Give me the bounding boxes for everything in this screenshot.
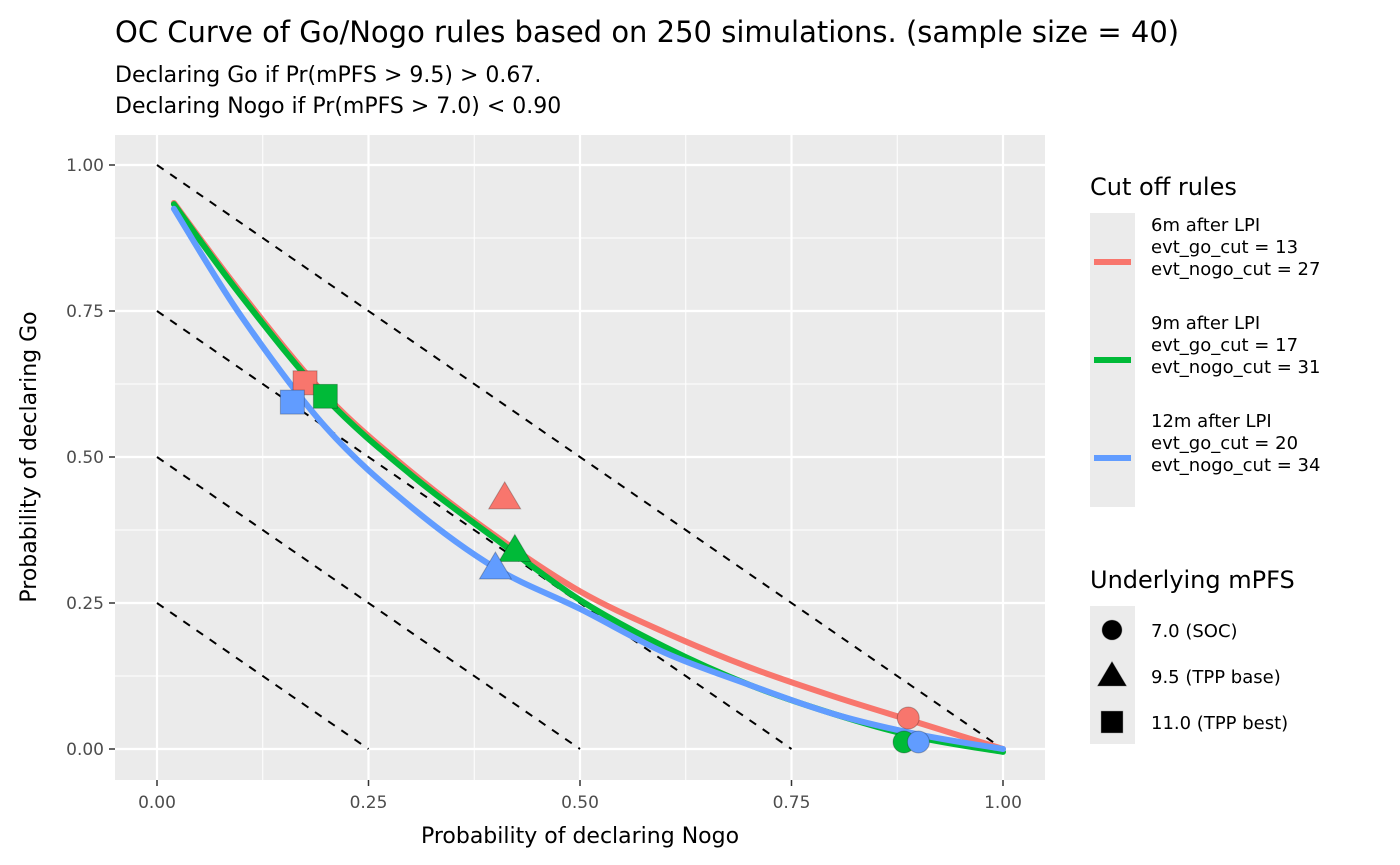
chart-subtitle-go: Declaring Go if Pr(mPFS > 9.5) > 0.67.: [115, 63, 541, 88]
scenario-points: [279, 370, 930, 754]
y-tick-label: 0.50: [66, 448, 104, 468]
point-triangle: [478, 550, 513, 580]
x-tick-label: 1.00: [984, 793, 1022, 813]
point-triangle: [487, 480, 522, 510]
axes: 0.00 0.25 0.50 0.75 1.00 0.00 0.25 0.50 0.75 1.00: [66, 156, 1022, 813]
dashed-reference-line: [156, 164, 1004, 750]
dashed-reference-line: [156, 310, 793, 750]
legend-color-label: evt_go_cut = 20: [1151, 433, 1298, 454]
x-tick-label: 0.00: [138, 793, 176, 813]
point-square: [279, 389, 305, 415]
legend-color-label: 12m after LPI: [1151, 411, 1272, 432]
curve-12m: [170, 205, 1006, 752]
reference-lines: [156, 164, 1004, 750]
legend-shape-label: 9.5 (TPP base): [1151, 667, 1281, 688]
legend-shape-square: [1100, 710, 1124, 734]
legend-color-label: 6m after LPI: [1151, 215, 1260, 236]
y-tick-label: 1.00: [66, 156, 104, 176]
legend-color-label: evt_go_cut = 17: [1151, 335, 1298, 356]
legend-color-label: evt_go_cut = 13: [1151, 237, 1298, 258]
chart-subtitle-nogo: Declaring Nogo if Pr(mPFS > 7.0) < 0.90: [115, 94, 561, 119]
legend-shape-label: 11.0 (TPP best): [1151, 713, 1288, 734]
dashed-reference-line: [156, 456, 581, 750]
y-tick-label: 0.75: [66, 302, 104, 322]
legend-color-label: evt_nogo_cut = 27: [1151, 259, 1320, 280]
oc-curves: [170, 199, 1006, 755]
y-axis-label: Probability of declaring Go: [17, 311, 42, 602]
x-tick-label: 0.75: [773, 793, 811, 813]
legend-shape-label: 7.0 (SOC): [1151, 621, 1238, 642]
chart-title: OC Curve of Go/Nogo rules based on 250 s…: [115, 15, 1179, 49]
y-tick-label: 0.25: [66, 594, 104, 614]
legend-color-label: evt_nogo_cut = 34: [1151, 455, 1320, 476]
y-tick-label: 0.00: [66, 740, 104, 760]
point-circle: [906, 730, 930, 754]
point-triangle: [497, 533, 532, 562]
dashed-reference-line: [156, 602, 370, 750]
x-tick-label: 0.50: [561, 793, 599, 813]
x-tick-label: 0.25: [350, 793, 388, 813]
legend-color-label: 9m after LPI: [1151, 313, 1260, 334]
legend-shape-triangle: [1096, 660, 1128, 687]
legend-title-cutoff: Cut off rules: [1090, 173, 1237, 201]
point-circle: [896, 706, 920, 730]
x-axis-label: Probability of declaring Nogo: [421, 824, 739, 849]
point-square: [312, 383, 338, 409]
legend-color-label: evt_nogo_cut = 31: [1151, 357, 1320, 378]
legend-shape-circle: [1101, 619, 1123, 641]
legend-title-mpfs: Underlying mPFS: [1090, 566, 1295, 594]
